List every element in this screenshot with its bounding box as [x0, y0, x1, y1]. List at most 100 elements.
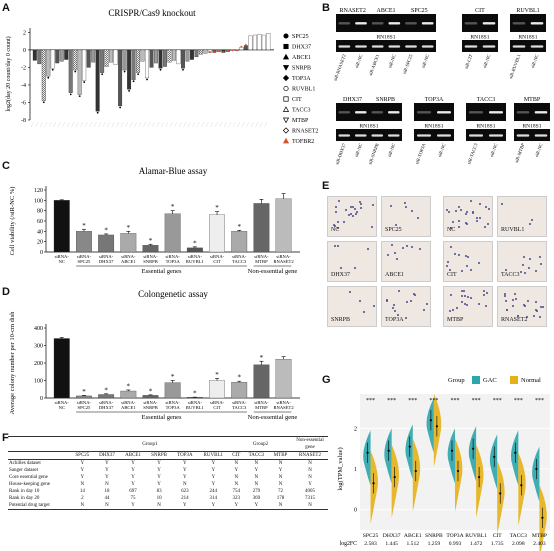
bar — [100, 49, 105, 73]
x-tick-label: MTBP — [532, 533, 547, 539]
table-cell: Y — [70, 459, 94, 467]
y-axis-label: Average colony number per 10-cm dish — [9, 311, 16, 415]
table-corner-cell — [8, 451, 71, 460]
colony-dot — [413, 293, 416, 296]
table-cell: Y — [131, 468, 135, 473]
x-tick-label: ····· — [164, 122, 170, 128]
colony-dish-image: CIT — [443, 241, 493, 282]
gel-ref-image — [336, 129, 402, 141]
colony-dot — [501, 203, 504, 206]
x-tick-label: siRNA- — [121, 400, 136, 405]
x-tick-label: SPC25 — [78, 259, 91, 264]
gel-ref-band — [421, 45, 434, 48]
panel-d-colony-chart: Colongenetic assay 0 100 200 300 400 Average c… — [9, 289, 300, 421]
x-tick-label: ····· — [52, 122, 58, 128]
significance-star: * — [127, 382, 131, 390]
gac-violin — [447, 428, 455, 484]
bar-tip-marker — [146, 78, 148, 81]
colony-dot — [505, 308, 508, 311]
gel-lane-label: siR-SNRPB — [367, 143, 379, 166]
colony-dot — [394, 223, 397, 226]
colony-dot — [512, 298, 515, 301]
bar — [118, 49, 123, 107]
gel-band — [405, 22, 417, 25]
x-tick-label: ····· — [29, 122, 35, 128]
x-tick-label: siRNA- — [232, 400, 247, 405]
bar-tip-marker — [83, 81, 86, 83]
x-tick-label: ····· — [200, 122, 206, 128]
bar-tip-marker — [78, 95, 81, 97]
colony-dot — [488, 208, 491, 211]
bar — [53, 338, 70, 399]
gel-ref-band — [482, 45, 496, 48]
x-tick-label: ····· — [142, 122, 148, 128]
table-row: Rank in day 20 2 44 75 10 214 314 323 369 178 7315 — [8, 495, 328, 502]
gel-lane-label: siR-NC — [354, 54, 364, 69]
log2fc-value: 2.583 — [364, 541, 377, 547]
table-cell: 178 — [276, 496, 285, 501]
colony-dot — [526, 299, 529, 302]
gac-median — [429, 419, 432, 422]
x-tick-label: ····· — [101, 122, 107, 128]
colony-dot — [534, 269, 537, 272]
x-tick-label: siRNA- — [210, 254, 225, 259]
table-cell: N — [105, 482, 109, 487]
gel-target-label: TACC3 — [477, 97, 496, 103]
bar — [209, 214, 225, 253]
table-cell: 75 — [130, 496, 136, 501]
colony-dot — [354, 212, 357, 215]
y-tick-label: 400 — [34, 326, 43, 332]
colony-dot — [514, 293, 517, 296]
bar — [37, 49, 42, 65]
log2fc-value: 0.993 — [449, 541, 462, 547]
y-tick-label: 0 — [40, 250, 43, 256]
gac-violin — [363, 430, 371, 486]
table-cell: N — [269, 459, 292, 467]
bar — [275, 359, 292, 399]
significance-star: * — [104, 226, 108, 234]
x-tick-label: ····· — [83, 122, 89, 128]
colony-dot — [418, 247, 421, 250]
colony-dot — [371, 226, 374, 229]
x-tick-label: DHX37 — [383, 533, 401, 539]
bar — [176, 49, 181, 65]
table-cell: N — [234, 475, 239, 480]
x-tick-label: ····· — [150, 122, 156, 128]
y-tick-label: 0 — [354, 508, 357, 514]
table-cell: 83 — [156, 489, 162, 494]
normal-violin — [518, 452, 526, 526]
colony-dot — [455, 210, 458, 213]
gel-target-image — [414, 103, 454, 121]
x-tick-label: siRNA- — [276, 400, 291, 405]
gel-band — [338, 111, 351, 114]
colony-dot — [446, 265, 449, 268]
x-tick-label: ····· — [186, 122, 192, 128]
gac-median — [408, 445, 411, 448]
colony-dot — [392, 307, 395, 310]
table-cell: Y — [308, 482, 312, 487]
gel-band — [437, 111, 451, 114]
x-tick-label: siRNA- — [232, 254, 247, 259]
colony-dish-image: RUVBL1 — [497, 196, 547, 237]
table-cell: Y — [234, 468, 239, 473]
table-cell: Y — [211, 482, 216, 487]
colony-dot — [463, 295, 466, 298]
bar — [194, 49, 199, 58]
log2fc-value: 1.472 — [470, 541, 483, 547]
table-cell: Y — [146, 459, 173, 467]
colony-dot — [349, 205, 352, 208]
colony-dot — [351, 205, 354, 208]
legend-label: TOP3A — [292, 76, 311, 82]
x-tick-label: TACC3 — [232, 259, 247, 264]
table-row-label: Rank in day 10 — [9, 489, 40, 494]
gel-band — [534, 111, 548, 114]
gel-ref-image — [514, 129, 550, 141]
colony-dot — [449, 293, 452, 296]
legend-marker — [283, 33, 289, 39]
table-cell: Y — [80, 475, 85, 480]
bar — [158, 49, 163, 69]
table-cell: N — [308, 475, 312, 480]
gel-band — [469, 111, 483, 114]
bar-tip-marker — [231, 49, 234, 52]
gel-lane-label: siR-TOP3A — [414, 142, 426, 165]
